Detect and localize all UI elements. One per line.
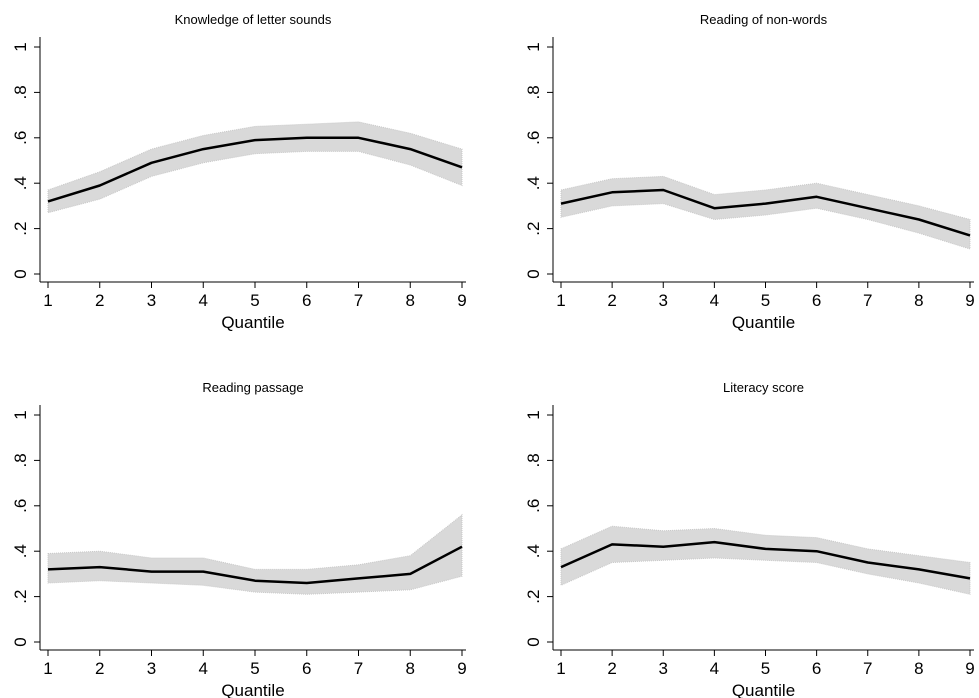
estimate-line <box>47 545 463 585</box>
y-tick-label: .8 <box>11 85 30 99</box>
x-axis-label: Quantile <box>732 681 795 698</box>
x-tick-label: 5 <box>761 291 770 310</box>
x-tick-label: 1 <box>556 291 565 310</box>
estimate-line <box>560 540 971 580</box>
x-tick-label: 8 <box>914 291 923 310</box>
x-tick-label: 5 <box>250 659 259 678</box>
x-tick-label: 5 <box>250 291 259 310</box>
x-tick-label: 7 <box>354 659 363 678</box>
y-tick-label: .4 <box>11 544 30 558</box>
x-tick-label: 3 <box>659 659 668 678</box>
panel-title: Knowledge of letter sounds <box>175 12 332 27</box>
y-tick-label: 1 <box>11 410 30 419</box>
x-tick-label: 6 <box>812 659 821 678</box>
y-tick-label: 0 <box>524 637 543 646</box>
y-tick-label: .8 <box>524 453 543 467</box>
x-tick-label: 2 <box>607 659 616 678</box>
confidence-band <box>47 121 463 214</box>
y-tick-label: .6 <box>524 131 543 145</box>
x-tick-label: 1 <box>43 291 52 310</box>
x-tick-label: 2 <box>607 291 616 310</box>
x-tick-label: 1 <box>43 659 52 678</box>
x-tick-label: 4 <box>199 291 208 310</box>
x-tick-label: 6 <box>302 659 311 678</box>
x-tick-label: 8 <box>406 291 415 310</box>
y-tick-label: .6 <box>524 499 543 513</box>
x-tick-label: 9 <box>965 659 974 678</box>
x-tick-label: 4 <box>710 659 719 678</box>
confidence-band <box>47 513 463 595</box>
x-tick-label: 7 <box>863 291 872 310</box>
y-tick-label: .6 <box>11 499 30 513</box>
estimate-line <box>560 188 971 237</box>
confidence-band <box>560 525 971 595</box>
x-axis-label: Quantile <box>221 313 284 332</box>
y-tick-label: .2 <box>11 222 30 236</box>
x-tick-label: 9 <box>965 291 974 310</box>
panel-title: Reading of non-words <box>700 12 828 27</box>
x-tick-label: 3 <box>659 291 668 310</box>
chart-panel-literacy-score: Literacy score Quantile 0 .2 .4 .6 .8 1 1 2 3 4 5 6… <box>524 380 975 698</box>
y-tick-label: 0 <box>11 637 30 646</box>
x-tick-label: 6 <box>812 291 821 310</box>
x-tick-label: 4 <box>710 291 719 310</box>
panel-title: Reading passage <box>202 380 303 395</box>
estimate-line <box>47 136 463 203</box>
x-tick-label: 8 <box>914 659 923 678</box>
confidence-band <box>560 175 971 250</box>
x-tick-label: 9 <box>457 291 466 310</box>
y-tick-label: 0 <box>11 269 30 278</box>
x-tick-label: 9 <box>457 659 466 678</box>
y-tick-label: .2 <box>524 590 543 604</box>
panel-title: Literacy score <box>723 380 804 395</box>
y-tick-label: .6 <box>11 131 30 145</box>
y-tick-label: .2 <box>11 590 30 604</box>
x-tick-label: 1 <box>556 659 565 678</box>
x-tick-label: 3 <box>147 291 156 310</box>
chart-panel-knowledge-of-letter-sounds: Knowledge of letter sounds Quantile 0 .2.… <box>11 12 467 332</box>
x-tick-label: 2 <box>95 291 104 310</box>
chart-panel-reading-passage: Reading passage Quantile 0 .2 .4 .6 .8 1 1 2 3 4 5… <box>11 380 467 698</box>
y-tick-label: .4 <box>524 176 543 190</box>
x-tick-label: 5 <box>761 659 770 678</box>
x-tick-label: 7 <box>863 659 872 678</box>
y-tick-label: .8 <box>524 85 543 99</box>
chart-panel-reading-of-non-words: Reading of non-words Quantile 0 .2 .4 .6 .8 1… <box>524 12 975 332</box>
x-tick-label: 4 <box>199 659 208 678</box>
y-tick-label: 1 <box>11 42 30 51</box>
y-tick-label: .4 <box>11 176 30 190</box>
y-tick-label: .8 <box>11 453 30 467</box>
x-tick-label: 8 <box>406 659 415 678</box>
x-axis-label: Quantile <box>732 313 795 332</box>
y-tick-label: 0 <box>524 269 543 278</box>
y-tick-label: .2 <box>524 222 543 236</box>
y-tick-label: 1 <box>524 42 543 51</box>
x-tick-label: 7 <box>354 291 363 310</box>
y-tick-label: .4 <box>524 544 543 558</box>
x-tick-label: 3 <box>147 659 156 678</box>
y-tick-label: 1 <box>524 410 543 419</box>
x-axis-label: Quantile <box>221 681 284 698</box>
x-tick-label: 6 <box>302 291 311 310</box>
x-tick-label: 2 <box>95 659 104 678</box>
